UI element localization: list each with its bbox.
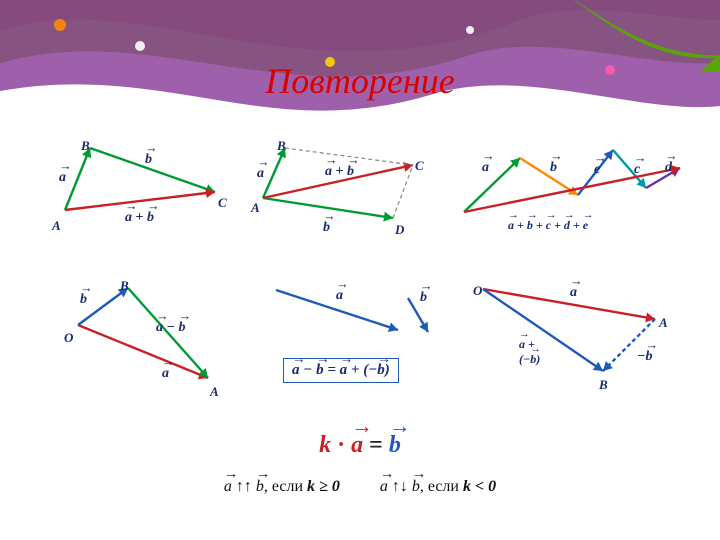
subtraction-formula-box: a − b = a + (−b)	[283, 358, 399, 383]
case-k-nonneg: a ↑↑ b, если k ≥ 0	[224, 478, 340, 495]
slide-title: Повторение	[0, 60, 720, 102]
panel-subtraction-triangle	[70, 280, 230, 390]
scalar-mult-direction-cases: a ↑↑ b, если k ≥ 0 a ↑↓ b, если k < 0	[0, 478, 720, 496]
scalar-mult-equation: k · a = b	[0, 432, 720, 459]
panel-subtraction-free	[268, 278, 438, 348]
panel-triangle-rule	[55, 140, 225, 230]
panel-polygon-rule	[458, 140, 693, 235]
case-k-neg: a ↑↓ b, если k < 0	[380, 478, 496, 495]
panel-parallelogram-rule	[255, 140, 435, 235]
panel-subtraction-alt	[475, 275, 675, 385]
slide-root: Повторение a − b = a + (−b) k · a = b a …	[0, 0, 720, 540]
